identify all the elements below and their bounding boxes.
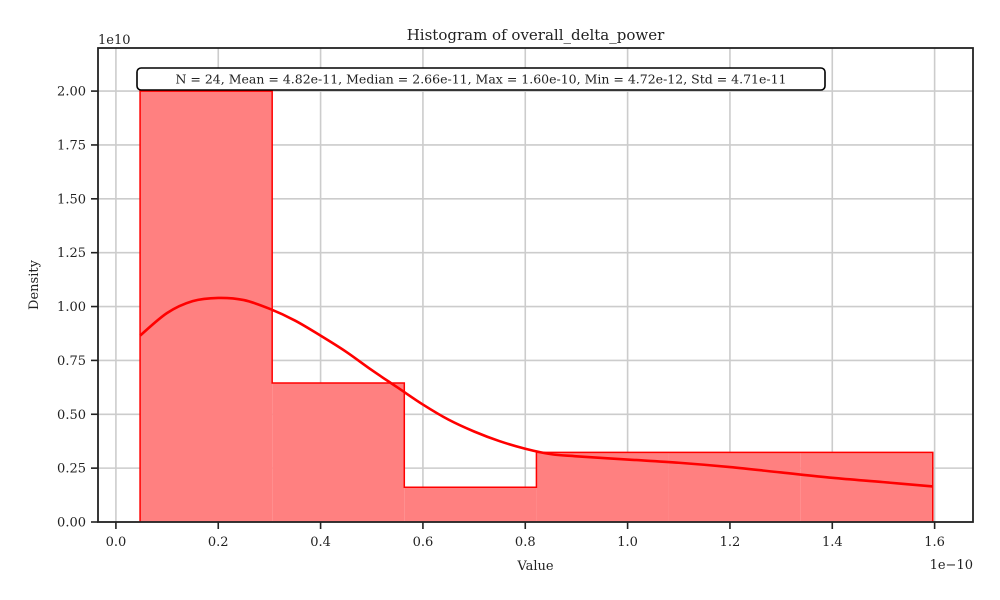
histogram-bars — [139, 90, 934, 522]
y-offset-label: 1e10 — [98, 33, 131, 48]
y-tick-label-1: 0.25 — [57, 462, 86, 477]
y-tick-label-4: 1.00 — [57, 300, 86, 315]
x-axis-ticks: 0.0 0.2 0.4 0.6 0.8 1.0 1.2 1.4 1.6 — [106, 522, 945, 550]
x-tick-label-6: 1.2 — [720, 535, 741, 550]
y-tick-label-8: 2.00 — [57, 85, 86, 100]
stats-annotation-box: N = 24, Mean = 4.82e-11, Median = 2.66e-… — [136, 67, 826, 91]
x-tick-label-7: 1.4 — [822, 535, 843, 550]
x-tick-label-2: 0.4 — [310, 535, 331, 550]
histogram-bar-5 — [800, 452, 933, 522]
plot-frame — [97, 47, 974, 523]
y-tick-label-0: 0.00 — [57, 516, 86, 531]
y-tick-label-6: 1.50 — [57, 192, 86, 207]
chart-title: Histogram of overall_delta_power — [407, 26, 665, 44]
histogram-bar-3 — [536, 452, 669, 522]
x-offset-label: 1e−10 — [930, 558, 973, 573]
y-tick-label-5: 1.25 — [57, 246, 86, 261]
histogram-bar-0 — [140, 91, 273, 522]
y-axis-label: Density — [27, 259, 42, 310]
x-tick-label-5: 1.0 — [617, 535, 638, 550]
histogram-step-outline — [139, 90, 934, 522]
y-axis-ticks: 0.00 0.25 0.50 0.75 1.00 1.25 1.50 1.75 2.00 — [57, 85, 98, 531]
x-tick-label-1: 0.2 — [208, 535, 229, 550]
histogram-bar-1 — [272, 383, 405, 522]
kde-line — [139, 296, 933, 488]
stats-box-frame — [136, 67, 826, 91]
x-tick-label-0: 0.0 — [106, 535, 127, 550]
stats-annotation: N = 24, Mean = 4.82e-11, Median = 2.66e-… — [175, 72, 786, 87]
kde-curve-group — [139, 296, 933, 488]
x-axis-label: Value — [516, 559, 553, 574]
y-tick-label-3: 0.75 — [57, 354, 86, 369]
x-tick-label-3: 0.6 — [413, 535, 434, 550]
x-tick-label-8: 1.6 — [924, 535, 945, 550]
histogram-bar-2 — [404, 487, 537, 522]
y-tick-label-7: 1.75 — [57, 138, 86, 153]
y-tick-label-2: 0.50 — [57, 408, 86, 423]
x-tick-label-4: 0.8 — [515, 535, 536, 550]
